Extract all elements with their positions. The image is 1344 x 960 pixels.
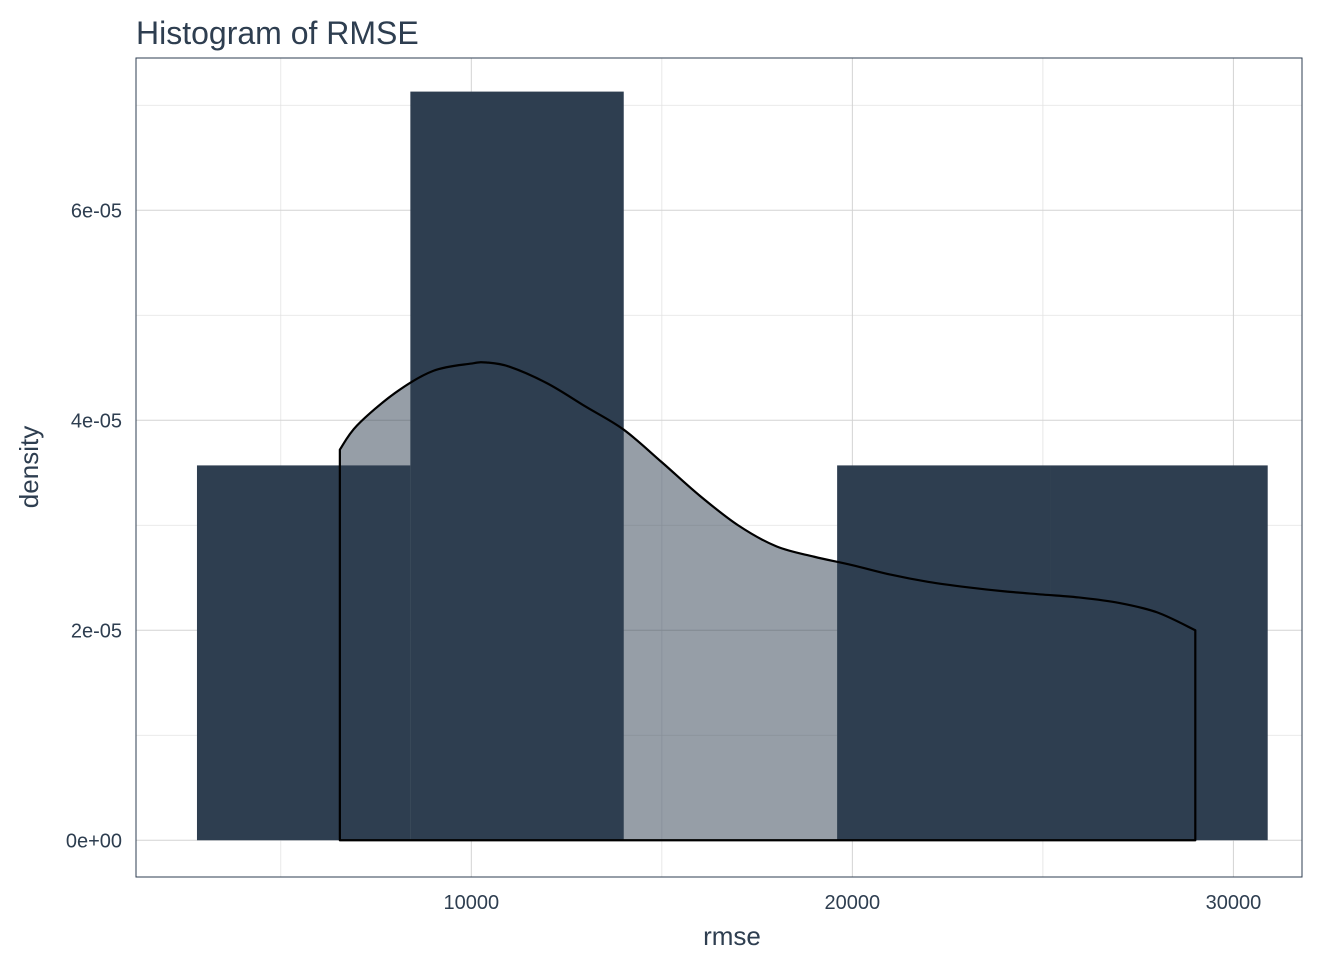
x-tick-label: 30000: [1206, 892, 1262, 914]
y-axis-ticks: 0e+00 2e-05 4e-05 6e-05: [66, 200, 122, 852]
y-axis-title: density: [14, 426, 44, 508]
density-curve: [338, 361, 1197, 842]
x-axis-title: rmse: [703, 921, 761, 951]
chart-title: Histogram of RMSE: [136, 15, 419, 51]
panel-border: [135, 57, 1303, 878]
y-tick-label: 6e-05: [71, 200, 122, 222]
x-tick-label: 10000: [444, 892, 500, 914]
y-tick-label: 0e+00: [66, 830, 122, 852]
density-area: [338, 361, 1197, 842]
x-tick-label: 20000: [825, 892, 881, 914]
y-tick-label: 4e-05: [71, 410, 122, 432]
y-tick-label: 2e-05: [71, 620, 122, 642]
x-axis-ticks: 10000 20000 30000: [444, 892, 1262, 914]
